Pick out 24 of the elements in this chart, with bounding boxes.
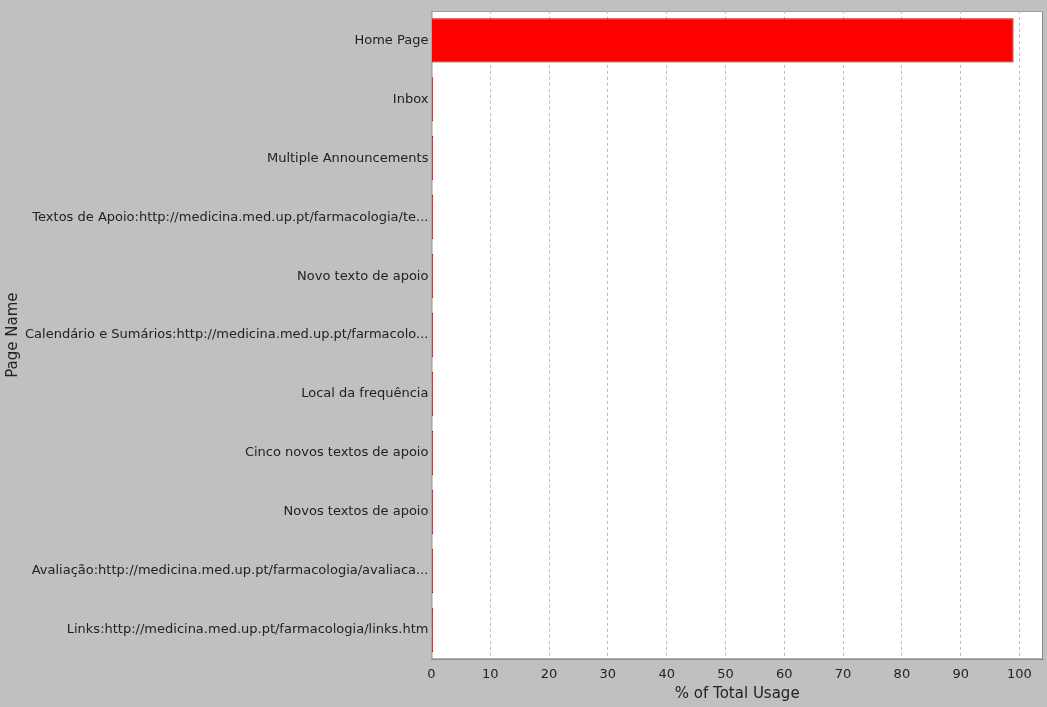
x-tick-label: 90 <box>952 665 969 681</box>
x-tick-label: 30 <box>599 665 617 681</box>
y-tick-label: Novos textos de apoio <box>283 503 429 519</box>
x-axis-title: % of Total Usage <box>674 683 800 702</box>
x-tick-label: 10 <box>481 665 499 681</box>
x-tick-label: 50 <box>717 665 734 681</box>
x-tick-label: 40 <box>658 665 675 681</box>
x-tick-label: 80 <box>893 665 911 681</box>
y-tick-label: Inbox <box>392 90 429 106</box>
x-tick-label: 70 <box>834 665 852 681</box>
y-tick-label: Multiple Announcements <box>266 149 429 165</box>
y-tick-label: Textos de Apoio:http://medicina.med.up.pt/farmacologia/te... <box>31 208 429 224</box>
x-tick-label: 100 <box>1007 665 1032 681</box>
y-axis-title: Page Name <box>2 292 21 378</box>
y-tick-label: Novo texto de apoio <box>297 267 429 283</box>
x-tick-label: 60 <box>775 665 793 681</box>
y-tick-label: Calendário e Sumários:http://medicina.med.up.pt/farmacolo... <box>24 326 429 342</box>
x-tick-label: 0 <box>427 665 436 681</box>
y-tick-label: Avaliação:http://medicina.med.up.pt/farmacologia/avaliaca... <box>31 562 429 578</box>
y-tick-label: Local da frequência <box>301 385 429 401</box>
y-tick-label: Home Page <box>354 31 429 47</box>
y-tick-label: Links:http://medicina.med.up.pt/farmacologia/links.htm <box>66 621 429 637</box>
x-tick-label: 20 <box>540 665 558 681</box>
y-tick-label: Cinco novos textos de apoio <box>244 444 429 460</box>
